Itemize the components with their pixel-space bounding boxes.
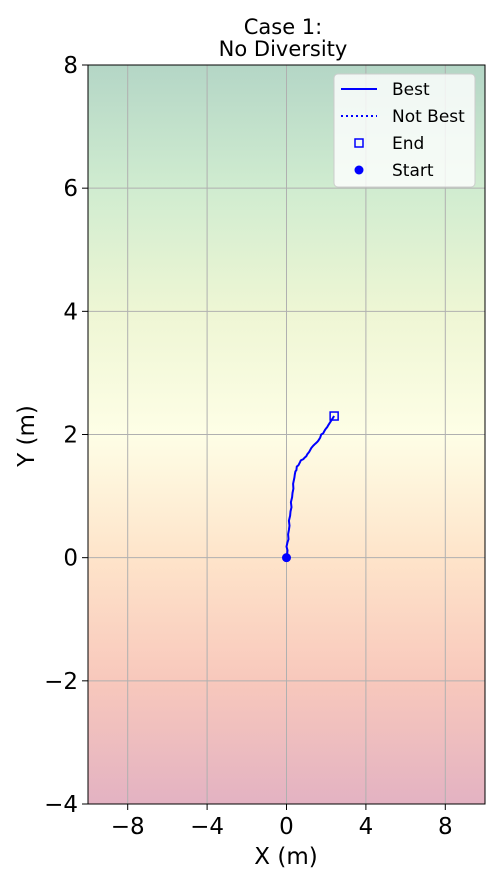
legend-start-swatch (354, 165, 364, 175)
y-tick-label: 4 (63, 299, 78, 325)
x-axis-ticks: −8 −4 0 4 8 (111, 804, 453, 840)
legend-box (333, 73, 476, 188)
x-axis-label: X (m) (254, 844, 317, 870)
end-marker (329, 411, 339, 421)
y-tick-label: −4 (44, 792, 78, 818)
series-line-best (285, 415, 335, 558)
y-tick-label: 6 (63, 176, 78, 202)
chart-title-line-1: Case 1: (244, 15, 323, 39)
grid-lines (88, 64, 485, 805)
legend-not-best-label: Not Best (392, 107, 465, 127)
x-tick-label: −8 (111, 814, 145, 840)
chart-title-line-2: No Diversity (219, 37, 348, 61)
y-axis-label: Y (m) (14, 405, 40, 468)
legend-end-swatch (354, 138, 364, 148)
legend: Best Not Best End Start (333, 73, 476, 188)
y-tick-label: 2 (63, 423, 78, 449)
series-layer (282, 411, 339, 563)
x-tick-label: 0 (279, 814, 294, 840)
y-tick-label: 0 (63, 546, 78, 572)
y-tick-label: 8 (63, 53, 78, 79)
x-tick-label: −4 (190, 814, 224, 840)
legend-start-label: Start (392, 161, 434, 181)
y-axis-ticks: −4 −2 0 2 4 6 8 (44, 53, 88, 818)
x-tick-label: 4 (359, 814, 374, 840)
x-tick-label: 8 (438, 814, 453, 840)
y-tick-label: −2 (44, 669, 78, 695)
legend-end-label: End (392, 134, 424, 154)
start-marker (282, 553, 291, 563)
legend-best-label: Best (392, 80, 430, 100)
